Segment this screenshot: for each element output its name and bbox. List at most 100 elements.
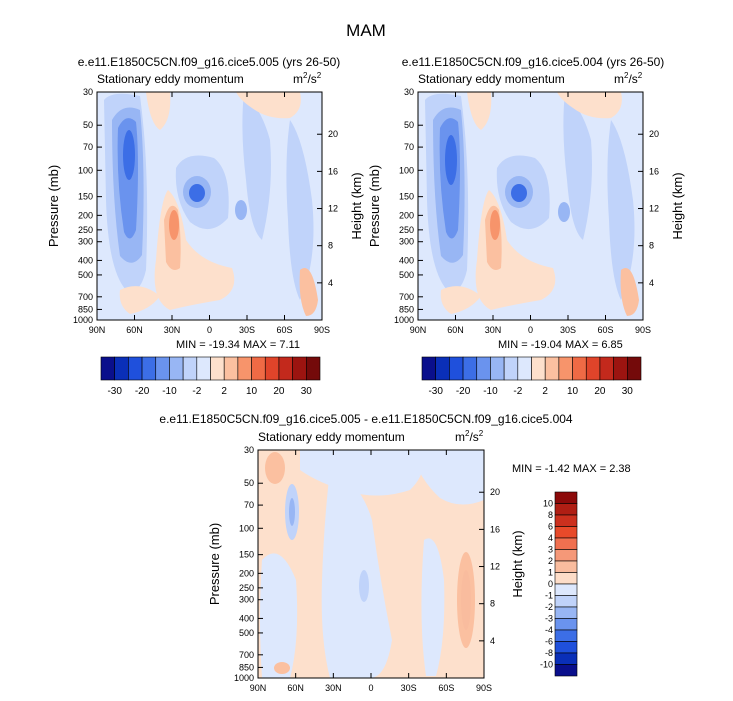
colorbar-swatch [554, 583, 578, 596]
y-tick-label: 500 [239, 628, 254, 638]
colorbar-swatch [237, 356, 252, 381]
y2-tick-label: 8 [328, 241, 333, 251]
colorbar-swatch [421, 356, 436, 381]
colorbar-label: 2 [542, 386, 548, 397]
colorbar-swatch [278, 356, 293, 381]
panel-a-red-south-surface [299, 268, 318, 316]
y2-tick-label: 16 [328, 166, 338, 176]
colorbar-label: 1 [548, 568, 553, 578]
panel-b-ylabel: Pressure (mb) [367, 165, 382, 247]
panel-b-blue-right-band [563, 92, 592, 240]
colorbar-swatch [554, 560, 578, 573]
colorbar-swatch [517, 356, 532, 381]
colorbar-swatch [182, 356, 198, 381]
colorbar-swatch [306, 356, 321, 381]
colorbar-swatch [544, 356, 560, 381]
colorbar-label: 3 [548, 545, 553, 555]
colorbar-label: 20 [273, 386, 285, 397]
y-tick-label: 30 [244, 445, 254, 455]
colorbar-swatch [141, 356, 157, 381]
panel-a-axes: 90N 60N 30N 0 30S 60S 90S 30 50 70 100 150 200 250 300… [73, 87, 338, 335]
panel-diff-y2label: Height (km) [510, 530, 525, 597]
colorbar-label: -30 [107, 386, 122, 397]
y2-tick-label: 4 [490, 636, 495, 646]
panel-b-y2label: Height (km) [670, 172, 685, 239]
y-tick-label: 400 [239, 613, 254, 623]
colorbar-label: 4 [548, 533, 553, 543]
colorbar-label: 2 [221, 386, 227, 397]
colorbar-swatch [264, 356, 280, 381]
x-tick-label: 30N [325, 683, 342, 693]
colorbar-swatch [554, 629, 578, 642]
y2-tick-label: 16 [490, 524, 500, 534]
colorbar-label: 30 [301, 386, 313, 397]
panel-a-blue-right-band [242, 92, 271, 240]
x-tick-label: 0 [207, 325, 212, 335]
x-tick-label: 60S [438, 683, 454, 693]
panel-b-blue-eq-core [511, 184, 527, 202]
colorbar-label: -3 [545, 614, 553, 624]
colorbar-swatch [490, 356, 505, 381]
colorbar-swatch [554, 652, 578, 665]
colorbar-swatch [128, 356, 143, 381]
x-tick-label: 90N [250, 683, 267, 693]
y-tick-label: 300 [239, 595, 254, 605]
panel-a-red-upper-left [146, 92, 171, 130]
colorbar-swatch [558, 356, 573, 381]
panel-diff-ylabel: Pressure (mb) [207, 523, 222, 605]
y-tick-label: 100 [239, 523, 254, 533]
y2-tick-label: 4 [649, 278, 654, 288]
y-tick-label: 500 [399, 270, 414, 280]
colorbar-swatch [554, 549, 578, 562]
colorbar-label: 10 [246, 386, 258, 397]
colorbar-swatch [554, 641, 578, 654]
y-tick-label: 500 [78, 270, 93, 280]
y-tick-label: 1000 [234, 673, 254, 683]
panel-b-red-tropical-core [490, 210, 500, 240]
y2-tick-label: 20 [649, 129, 659, 139]
y2-tick-label: 12 [649, 204, 659, 214]
colorbar-swatch [554, 664, 578, 677]
colorbar-label: -10 [540, 660, 553, 670]
panel-diff-minmax: MIN = -1.42 MAX = 2.38 [512, 463, 631, 475]
colorbar-swatch [554, 572, 578, 585]
x-tick-label: 60S [597, 325, 613, 335]
x-tick-label: 90N [410, 325, 427, 335]
y-tick-label: 50 [244, 478, 254, 488]
panel-b-red-upper-right [557, 92, 622, 119]
x-tick-label: 60N [126, 325, 143, 335]
colorbar-swatch [613, 356, 628, 381]
colorbar-swatch [251, 356, 266, 381]
y-tick-label: 30 [404, 87, 414, 97]
y-tick-label: 250 [78, 225, 93, 235]
panel-a-red-tropical-core [169, 210, 179, 240]
y-tick-label: 1000 [394, 315, 414, 325]
colorbar-label: -20 [135, 386, 150, 397]
y-tick-label: 200 [399, 210, 414, 220]
colorbar-swatch [572, 356, 587, 381]
panel-a-blue-eq-core [189, 184, 205, 202]
panel-a-title: e.e11.E1850C5CN.f09_g16.cice5.005 (yrs 2… [78, 55, 341, 69]
y-tick-label: 300 [399, 237, 414, 247]
y-tick-label: 200 [239, 568, 254, 578]
colorbar-swatch [503, 356, 519, 381]
colorbar-label: 8 [548, 510, 553, 520]
panel-a-blue-south-band [286, 120, 314, 300]
colorbar-label: -2 [192, 386, 201, 397]
x-tick-label: 30N [164, 325, 181, 335]
y-tick-label: 300 [78, 237, 93, 247]
panel-b-red-upper-left [467, 92, 492, 130]
panel-b-units: m2/s2 [614, 71, 643, 86]
colorbar-label: 30 [622, 386, 634, 397]
x-tick-label: 60N [447, 325, 464, 335]
colorbar-label: 10 [567, 386, 579, 397]
colorbar-swatch [449, 356, 464, 381]
colorbar-swatch [554, 514, 578, 527]
x-tick-label: 90S [314, 325, 330, 335]
colorbar-swatch [531, 356, 546, 381]
y-tick-label: 400 [78, 255, 93, 265]
y-tick-label: 100 [399, 165, 414, 175]
colorbar-swatch [169, 356, 184, 381]
colorbar-swatch [554, 537, 578, 550]
